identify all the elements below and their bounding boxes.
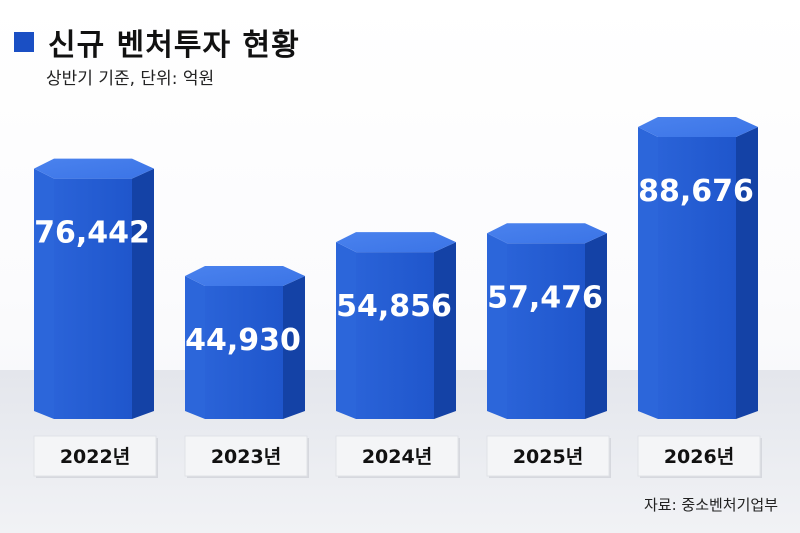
bar-value-label: 54,856 (336, 289, 452, 324)
bar-3: 57,476 2025년 (486, 223, 611, 478)
bar-right-face (736, 127, 758, 419)
category-label: 2026년 (664, 446, 734, 468)
bar-top-cap (487, 223, 607, 244)
bar-1: 44,930 2023년 (184, 265, 309, 478)
bar-front-face (658, 137, 736, 419)
category-box (184, 435, 308, 477)
bar-value-label: 88,676 (638, 174, 754, 209)
category-label: 2023년 (211, 446, 281, 468)
bar-front-face (54, 178, 132, 419)
bar-left-face (34, 168, 54, 419)
bar-right-face (283, 275, 305, 419)
bar-value-label: 57,476 (487, 280, 603, 315)
chart-subtitle: 상반기 기준, 단위: 억원 (46, 69, 215, 89)
title-block: 신규 벤처투자 현황 (14, 20, 300, 64)
bar-2: 54,856 2024년 (335, 232, 460, 478)
category-box (335, 435, 459, 477)
bar-top-cap (336, 232, 456, 253)
bar-top-cap (638, 117, 758, 137)
bar-value-label: 44,930 (185, 323, 301, 358)
bar-front-face (356, 252, 434, 419)
category-label: 2025년 (513, 446, 583, 468)
category-label: 2022년 (60, 446, 130, 468)
bar-right-face (434, 242, 456, 419)
category-box (486, 435, 610, 477)
chart-title: 신규 벤처투자 현황 (48, 28, 300, 63)
bar-right-face (132, 168, 154, 419)
bar-value-label: 76,442 (34, 216, 150, 251)
bar-right-face (585, 233, 607, 419)
bar-left-face (336, 242, 356, 419)
bar-front-face (507, 243, 585, 419)
bar-left-face (185, 275, 205, 419)
bar-top-cap (34, 158, 154, 179)
category-label: 2024년 (362, 446, 432, 468)
title-square-icon (14, 32, 34, 52)
category-box (33, 435, 157, 477)
bar-left-face (638, 127, 658, 419)
bar-front-face (205, 285, 283, 419)
bar-left-face (487, 233, 507, 419)
source-note: 자료: 중소벤처기업부 (643, 496, 778, 514)
bar-top-cap (185, 265, 305, 286)
bar-0: 76,442 2022년 (33, 158, 158, 478)
category-box (637, 435, 761, 477)
bar-4: 88,676 2026년 (637, 117, 762, 478)
